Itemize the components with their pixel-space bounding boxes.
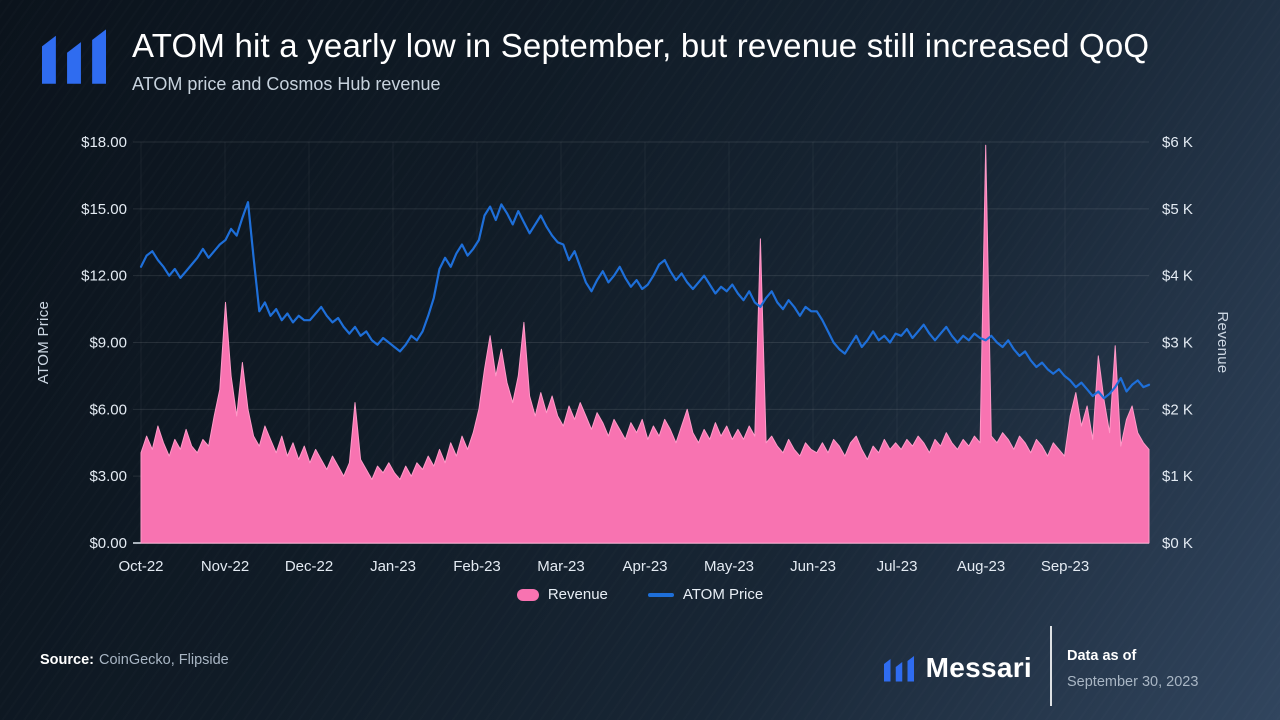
svg-text:Dec-22: Dec-22 (285, 558, 333, 575)
source-label: Source: (40, 652, 94, 668)
svg-text:$6 K: $6 K (1162, 134, 1193, 151)
svg-text:May-23: May-23 (704, 558, 754, 575)
messari-footer-logo-icon (883, 655, 914, 681)
revenue-swatch-icon (516, 588, 539, 601)
messari-logo-icon (42, 28, 106, 84)
svg-text:Jan-23: Jan-23 (370, 558, 416, 575)
svg-text:Jul-23: Jul-23 (877, 558, 918, 575)
svg-text:$0.00: $0.00 (89, 535, 127, 552)
svg-text:Mar-23: Mar-23 (537, 558, 585, 575)
svg-text:$6.00: $6.00 (89, 401, 127, 418)
chart-subtitle: ATOM price and Cosmos Hub revenue (132, 74, 441, 95)
svg-text:$9.00: $9.00 (89, 335, 127, 352)
svg-text:Oct-22: Oct-22 (118, 558, 163, 575)
messari-brand: Messari (883, 652, 1032, 684)
svg-text:$4 K: $4 K (1162, 268, 1193, 285)
title-block: ATOM hit a yearly low in September, but … (132, 27, 1150, 95)
svg-text:Nov-22: Nov-22 (201, 558, 249, 575)
svg-text:$12.00: $12.00 (81, 268, 127, 285)
svg-text:ATOM Price: ATOM Price (35, 301, 52, 384)
svg-text:Aug-23: Aug-23 (957, 558, 1005, 575)
svg-text:$3 K: $3 K (1162, 335, 1193, 352)
source-value: CoinGecko, Flipside (99, 652, 229, 668)
svg-text:$1 K: $1 K (1162, 468, 1193, 485)
svg-text:Feb-23: Feb-23 (453, 558, 501, 575)
footer-divider (1050, 626, 1052, 706)
svg-text:Revenue: Revenue (1214, 311, 1231, 373)
legend-item-revenue[interactable]: Revenue (516, 586, 608, 603)
svg-text:$15.00: $15.00 (81, 201, 127, 218)
footer: Source: CoinGecko, Flipside Messari Data … (0, 626, 1280, 720)
revenue-area-series (140, 144, 1150, 544)
axis-labels: $0.00 $0 K $3.00 $1 K $6.00 $2 K $9.00 $3 K $12.… (35, 134, 1231, 575)
svg-text:$0 K: $0 K (1162, 535, 1193, 552)
legend: Revenue ATOM Price (0, 586, 1280, 603)
svg-text:$2 K: $2 K (1162, 401, 1193, 418)
chart-title: ATOM hit a yearly low in September, but … (132, 27, 1150, 64)
data-as-of-date: September 30, 2023 (1067, 674, 1199, 690)
atom-price-swatch-icon (647, 592, 674, 597)
gridlines (133, 141, 1149, 544)
svg-text:Jun-23: Jun-23 (790, 558, 836, 575)
legend-label-revenue: Revenue (547, 586, 608, 603)
svg-text:$18.00: $18.00 (81, 134, 127, 151)
legend-item-atom-price[interactable]: ATOM Price (647, 586, 764, 603)
source-note: Source: CoinGecko, Flipside (40, 652, 229, 668)
svg-text:Sep-23: Sep-23 (1041, 558, 1089, 575)
svg-text:Apr-23: Apr-23 (622, 558, 667, 575)
header: ATOM hit a yearly low in September, but … (42, 27, 1150, 95)
data-as-of-label: Data as of (1067, 648, 1137, 664)
data-as-of-block: Data as of September 30, 2023 (1067, 648, 1198, 690)
atom-price-line-series (139, 201, 1151, 400)
svg-text:$5 K: $5 K (1162, 201, 1193, 218)
legend-label-atom-price: ATOM Price (682, 586, 764, 603)
svg-text:$3.00: $3.00 (89, 468, 127, 485)
messari-wordmark: Messari (925, 652, 1032, 683)
